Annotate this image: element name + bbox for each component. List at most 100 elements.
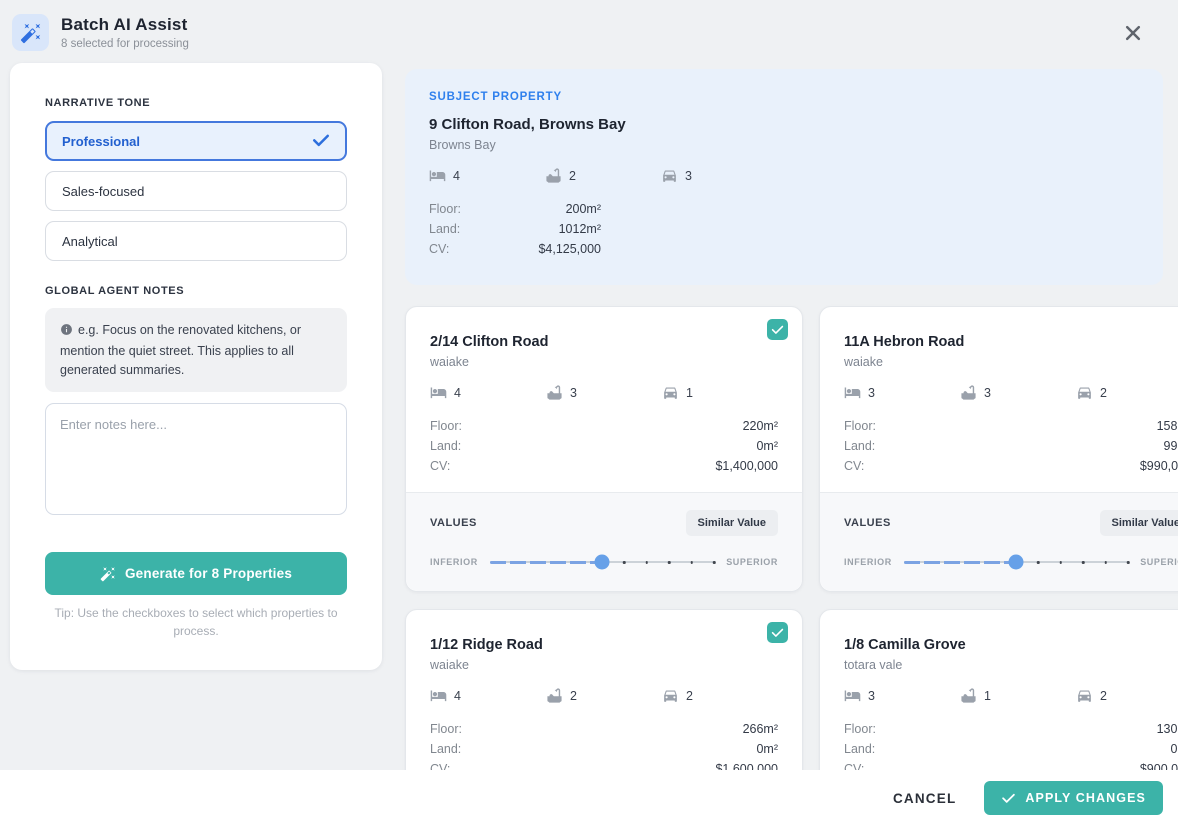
subject-property-label: SUBJECT PROPERTY xyxy=(429,91,562,103)
slider-fill xyxy=(903,560,1016,564)
property-address: 11A Hebron Road xyxy=(844,334,965,350)
check-icon xyxy=(312,133,330,150)
generate-button-label: Generate for 8 Properties xyxy=(124,566,293,582)
slider-thumb[interactable] xyxy=(594,554,610,570)
beds-count: 4 xyxy=(429,167,545,184)
stat-row-floor: Floor: 130m² xyxy=(844,722,1178,736)
baths-count: 1 xyxy=(960,687,1076,704)
subject-property-card: SUBJECT PROPERTY 9 Clifton Road, Browns … xyxy=(405,69,1163,285)
stat-row-land: Land: 0m² xyxy=(844,742,1178,756)
notes-hint-text: e.g. Focus on the renovated kitchens, or… xyxy=(60,323,302,377)
values-label: VALUES xyxy=(844,517,891,529)
info-icon xyxy=(60,323,73,342)
values-section: VALUES Similar Value INFERIOR xyxy=(406,492,802,591)
cars-count: 2 xyxy=(1076,384,1178,401)
apply-changes-button[interactable]: APPLY CHANGES xyxy=(984,781,1163,815)
subject-stats: Floor: 200m² Land: 1012m² CV: $4,125,000 xyxy=(429,199,601,259)
check-icon xyxy=(1002,793,1016,803)
stat-row-floor: Floor: 158m² xyxy=(844,419,1178,433)
values-label: VALUES xyxy=(430,517,477,529)
bed-icon xyxy=(430,690,447,702)
generate-button[interactable]: Generate for 8 Properties xyxy=(45,552,347,596)
comps-grid: 2/14 Clifton Road waiake 4 3 xyxy=(405,306,1178,826)
beds-count: 3 xyxy=(844,687,960,704)
close-button[interactable] xyxy=(1120,20,1146,46)
check-icon xyxy=(771,325,784,334)
slider-min-label: INFERIOR xyxy=(844,557,892,567)
beds-count: 4 xyxy=(430,384,546,401)
value-rating-badge: Similar Value xyxy=(1099,510,1178,536)
properties-column: SUBJECT PROPERTY 9 Clifton Road, Browns … xyxy=(405,63,1178,826)
agent-notes-label: GLOBAL AGENT NOTES xyxy=(45,285,185,297)
values-section: VALUES Similar Value INFERIOR xyxy=(820,492,1178,591)
cancel-button[interactable]: CANCEL xyxy=(877,781,972,816)
notes-input[interactable] xyxy=(45,403,347,516)
baths-count: 2 xyxy=(545,167,661,184)
property-checkbox[interactable] xyxy=(767,622,788,643)
value-slider[interactable] xyxy=(903,554,1130,570)
magic-wand-icon xyxy=(12,14,49,51)
tone-option-label: Professional xyxy=(62,133,141,149)
tone-option-sales-focused[interactable]: Sales-focused xyxy=(45,171,347,211)
bed-icon xyxy=(430,387,447,399)
car-icon xyxy=(1078,387,1091,399)
car-icon xyxy=(664,387,677,399)
tone-option-label: Sales-focused xyxy=(62,183,145,199)
tone-option-analytical[interactable]: Analytical xyxy=(45,221,347,261)
slider-tick xyxy=(1059,561,1063,564)
slider-max-label: SUPERIOR xyxy=(726,557,778,567)
property-card: 2/14 Clifton Road waiake 4 3 xyxy=(405,306,803,592)
stat-row-cv: CV: $4,125,000 xyxy=(429,242,601,256)
stat-row-floor: Floor: 200m² xyxy=(429,202,601,216)
cars-count: 2 xyxy=(1076,687,1178,704)
slider-tick xyxy=(1126,561,1130,564)
bath-icon xyxy=(961,385,976,400)
slider-tick xyxy=(668,561,671,564)
property-checkbox[interactable] xyxy=(767,319,788,340)
property-card: 11A Hebron Road waiake 3 3 xyxy=(819,306,1178,592)
dialog-footer: CANCEL APPLY CHANGES xyxy=(0,770,1178,826)
property-stats: Floor: 220m² Land: 0m² CV: $1,400,000 xyxy=(430,416,778,476)
magic-wand-icon xyxy=(100,567,115,582)
bed-icon xyxy=(844,690,861,702)
subject-suburb: Browns Bay xyxy=(429,138,496,152)
notes-hint: e.g. Focus on the renovated kitchens, or… xyxy=(45,308,347,393)
dialog-header: Batch AI Assist 8 selected for processin… xyxy=(0,0,1178,61)
stat-row-cv: CV: $1,400,000 xyxy=(430,459,778,473)
slider-tick xyxy=(690,561,693,564)
dialog-subtitle: 8 selected for processing xyxy=(61,38,189,50)
stat-row-floor: Floor: 220m² xyxy=(430,419,778,433)
property-address: 1/12 Ridge Road xyxy=(430,637,543,653)
cars-count: 3 xyxy=(661,167,777,184)
bath-icon xyxy=(961,688,976,703)
property-suburb: totara vale xyxy=(844,658,903,672)
settings-panel: NARRATIVE TONE Professional Sales-focuse… xyxy=(10,63,382,671)
car-icon xyxy=(664,690,677,702)
slider-thumb[interactable] xyxy=(1008,554,1024,570)
stat-row-floor: Floor: 266m² xyxy=(430,722,778,736)
tone-option-professional[interactable]: Professional xyxy=(45,121,347,161)
slider-tick xyxy=(645,561,649,564)
property-address: 1/8 Camilla Grove xyxy=(844,637,966,653)
car-icon xyxy=(663,170,676,182)
stat-row-land: Land: 1012m² xyxy=(429,222,601,236)
value-slider[interactable] xyxy=(489,554,716,570)
slider-max-label: SUPERIOR xyxy=(1140,557,1178,567)
cars-count: 1 xyxy=(662,384,778,401)
check-icon xyxy=(771,628,784,637)
slider-fill xyxy=(489,560,602,564)
stat-row-land: Land: 0m² xyxy=(430,439,778,453)
apply-changes-label: APPLY CHANGES xyxy=(1025,791,1146,805)
slider-tick xyxy=(1104,561,1107,564)
property-address: 2/14 Clifton Road xyxy=(430,334,549,350)
baths-count: 3 xyxy=(960,384,1076,401)
bath-icon xyxy=(547,688,562,703)
stat-row-land: Land: 99m² xyxy=(844,439,1178,453)
dialog-title: Batch AI Assist xyxy=(61,15,188,34)
property-stats: Floor: 158m² Land: 99m² CV: $990,000 xyxy=(844,416,1178,476)
bed-icon xyxy=(429,170,446,182)
beds-count: 4 xyxy=(430,687,546,704)
slider-tick xyxy=(623,561,626,564)
bath-icon xyxy=(546,168,561,183)
